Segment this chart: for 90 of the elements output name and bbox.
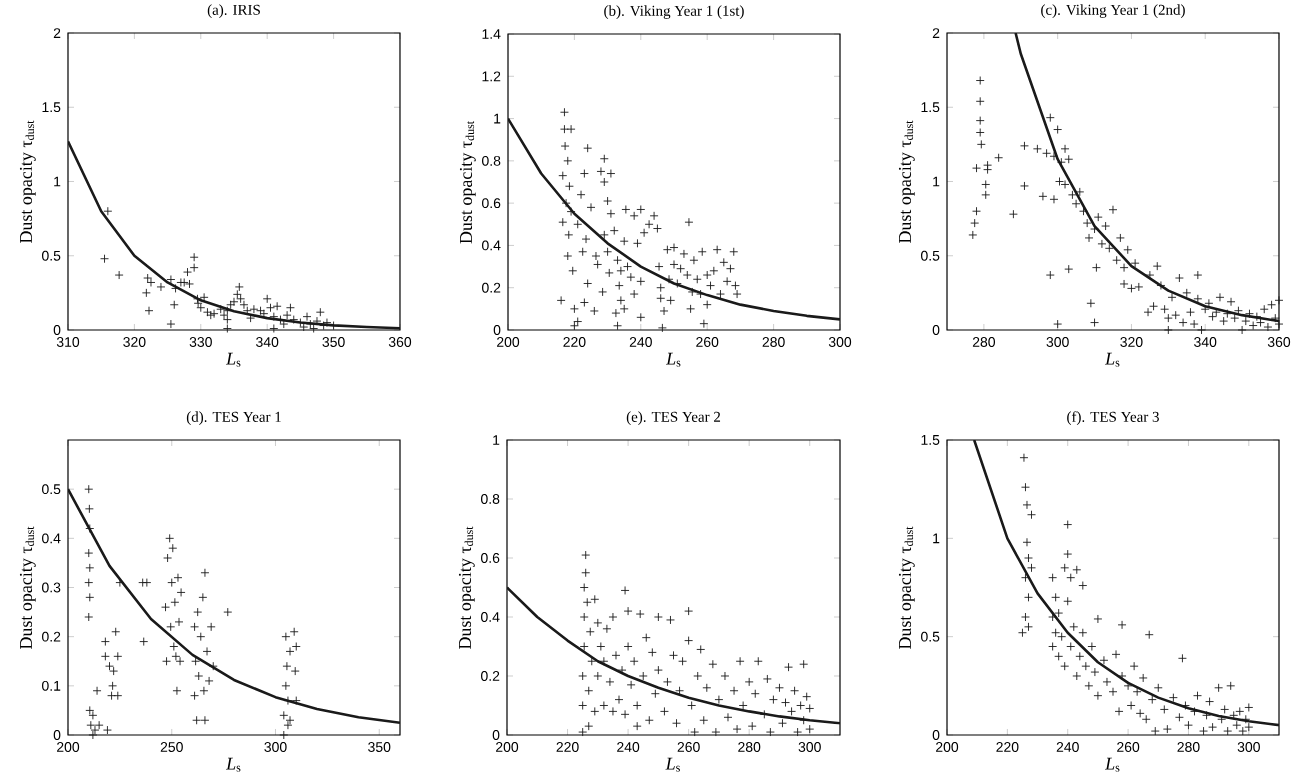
x-tick-label: 280	[972, 337, 996, 347]
x-axis-title: L$_{s}$	[665, 352, 681, 367]
y-tick-label: 0	[932, 730, 940, 740]
x-axis-title: L$_{s}$	[665, 757, 680, 772]
x-tick-label: 220	[996, 742, 1019, 752]
line-series	[972, 440, 1279, 727]
x-tick-label: 310	[56, 337, 80, 347]
x-tick-label: 300	[828, 337, 852, 347]
x-tick-label: 350	[322, 337, 345, 347]
y-tick-label: 1	[933, 176, 940, 187]
chart-title: (c). Viking Year 1 (2nd)	[1041, 4, 1185, 18]
y-tick-label: 1	[493, 435, 500, 445]
x-tick-label: 300	[1046, 337, 1069, 347]
x-axis-title: L$_{s}$	[225, 352, 241, 367]
y-tick-label: 0.2	[42, 631, 61, 642]
x-axis-title: L$_{s}$	[1104, 757, 1120, 772]
x-tick-label: 300	[1237, 742, 1260, 752]
chart-title: (f). TES Year 3	[1067, 411, 1159, 425]
x-axis-title: L$_{s}$	[225, 757, 241, 772]
y-tick-label: 2	[53, 28, 61, 38]
y-axis-title: Dust opacity τ$_{dust}$	[898, 526, 915, 650]
y-tick-label: 0	[493, 325, 501, 335]
y-axis-title: Dust opacity τ$_{dust}$	[19, 120, 36, 244]
chart-title: (a). IRIS	[207, 4, 260, 18]
chart-title: (b). Viking Year 1 (1st)	[604, 5, 744, 19]
y-tick-label: 0	[53, 730, 61, 740]
x-tick-label: 280	[1177, 742, 1200, 752]
y-tick-label: 0.8	[482, 155, 501, 166]
x-tick-label: 340	[1194, 337, 1217, 347]
y-tick-label: 0.1	[42, 680, 61, 691]
x-tick-label: 260	[696, 337, 719, 347]
y-tick-label: 0	[492, 730, 500, 740]
x-tick-label: 220	[556, 742, 579, 752]
x-tick-label: 280	[738, 742, 761, 752]
x-tick-label: 250	[160, 742, 183, 752]
y-tick-label: 1.2	[482, 71, 501, 82]
x-tick-label: 360	[388, 337, 412, 347]
y-tick-label: 0.2	[481, 671, 500, 681]
x-tick-label: 200	[496, 742, 519, 752]
y-tick-label: 1	[54, 176, 61, 187]
y-tick-label: 0	[932, 325, 940, 335]
y-axis-title: Dust opacity τ$_{dust}$	[459, 120, 476, 244]
line-series	[68, 487, 400, 725]
x-tick-label: 200	[57, 742, 80, 752]
line-series	[508, 117, 840, 321]
x-tick-label: 240	[629, 337, 652, 347]
line-series	[68, 140, 400, 330]
y-tick-label: 1.5	[42, 102, 61, 113]
x-tick-label: 200	[936, 742, 959, 752]
x-tick-label: 280	[762, 337, 785, 347]
y-tick-label: 0.5	[42, 250, 61, 261]
y-tick-label: 0.8	[481, 494, 500, 504]
y-tick-label: 0.3	[42, 582, 61, 593]
x-tick-label: 350	[368, 742, 391, 752]
x-tick-label: 340	[256, 337, 279, 347]
y-tick-label: 0.4	[481, 612, 500, 622]
y-tick-label: 1	[933, 533, 940, 544]
y-tick-label: 0.4	[42, 533, 61, 544]
y-axis-title: Dust opacity τ$_{dust}$	[458, 526, 475, 650]
x-tick-label: 320	[123, 337, 146, 347]
y-tick-label: 0.5	[42, 484, 61, 495]
x-tick-label: 360	[1267, 337, 1291, 347]
x-axis-title: L$_{s}$	[1104, 352, 1120, 367]
y-tick-label: 0.5	[921, 631, 940, 642]
y-tick-label: 0.6	[482, 198, 501, 209]
line-series	[507, 586, 840, 725]
x-tick-label: 200	[497, 337, 520, 347]
x-tick-label: 330	[189, 337, 212, 347]
y-tick-label: 1.4	[482, 29, 501, 39]
x-tick-label: 260	[677, 742, 700, 752]
y-tick-label: 0.2	[482, 282, 501, 293]
y-tick-label: 0.4	[482, 240, 501, 251]
x-tick-label: 300	[264, 742, 287, 752]
x-tick-label: 260	[1117, 742, 1140, 752]
y-tick-label: 1	[494, 113, 501, 124]
y-tick-label: 0.5	[921, 250, 940, 261]
x-tick-label: 300	[798, 742, 821, 752]
x-tick-label: 240	[1056, 742, 1079, 752]
y-tick-label: 1.5	[921, 102, 940, 113]
x-tick-label: 220	[563, 337, 586, 347]
y-tick-label: 0	[53, 325, 61, 335]
x-tick-label: 240	[617, 742, 640, 752]
y-axis-title: Dust opacity τ$_{dust}$	[898, 120, 915, 244]
chart-title: (d). TES Year 1	[186, 411, 281, 425]
y-tick-label: 2	[932, 28, 940, 38]
x-tick-label: 320	[1120, 337, 1143, 347]
y-tick-label: 1.5	[921, 435, 940, 445]
y-axis-title: Dust opacity τ$_{dust}$	[19, 526, 36, 650]
chart-title: (e). TES Year 2	[626, 411, 721, 425]
y-tick-label: 0.6	[481, 553, 500, 563]
